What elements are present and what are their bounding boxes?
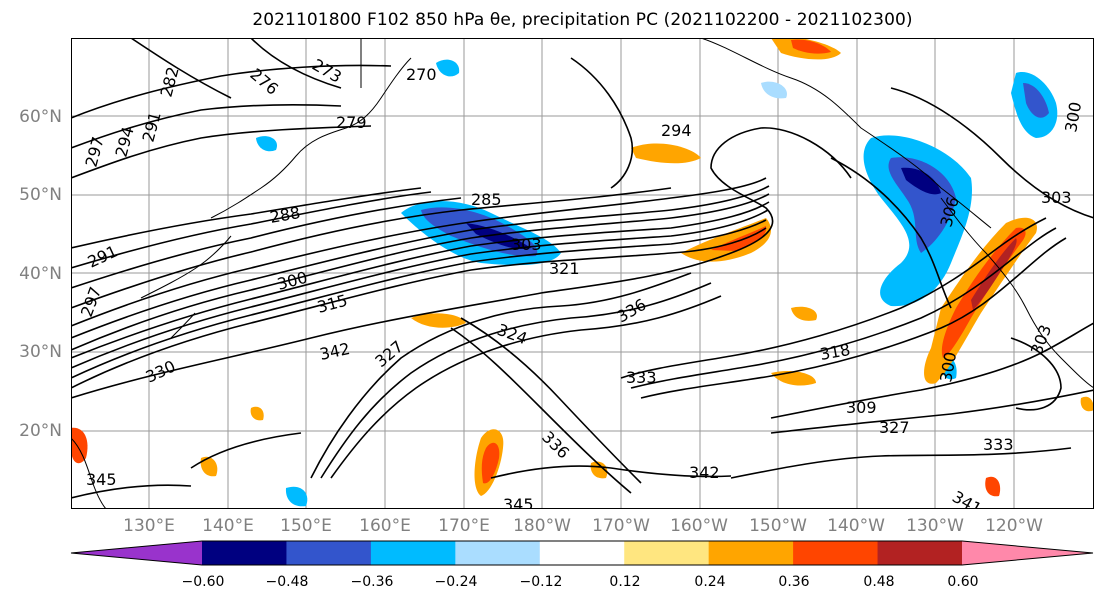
- colorbar-segment: [455, 541, 541, 565]
- colorbar-tick-label: 0.48: [863, 574, 895, 590]
- map-panel: 282 276 273 270 279 294 297 294 291 285 …: [71, 38, 1094, 509]
- contour-label: 288: [268, 203, 301, 227]
- contour-label: 342: [689, 463, 720, 482]
- colorbar-tick-label: 0.24: [694, 574, 726, 590]
- graticule: [71, 38, 1094, 509]
- contour-label: 303: [511, 235, 542, 254]
- contour-label: 345: [86, 470, 117, 489]
- contour-label: 309: [846, 398, 877, 417]
- colorbar-tick-label: 0.36: [778, 574, 810, 590]
- colorbar-segment: [202, 541, 288, 565]
- colorbar-segment: [793, 541, 879, 565]
- contour-label: 327: [371, 337, 407, 371]
- colorbar-tick-label: −0.24: [434, 574, 478, 590]
- lon-label: 170°W: [592, 516, 650, 536]
- contour-label: 315: [315, 291, 349, 317]
- contour-label: 333: [983, 435, 1014, 454]
- lon-label: 140°E: [202, 516, 254, 536]
- colorbar-tick-label: −0.48: [265, 574, 309, 590]
- colorbar-tick-label: −0.60: [181, 574, 225, 590]
- lon-label: 120°W: [985, 516, 1043, 536]
- lat-label: 60°N: [19, 107, 62, 127]
- colorbar-tick-label: 0.60: [947, 574, 979, 590]
- lon-label: 130°E: [123, 516, 175, 536]
- contour-label: 336: [538, 427, 573, 462]
- lon-label: 150°E: [280, 516, 332, 536]
- contour-label: 282: [157, 65, 183, 99]
- colorbar-extend-high: [962, 541, 1093, 565]
- lon-label: 150°W: [749, 516, 807, 536]
- contour-label: 341: [949, 487, 985, 509]
- contour-label: 285: [471, 190, 502, 209]
- lon-label: 130°W: [906, 516, 964, 536]
- contour-label: 330: [143, 356, 179, 386]
- contour-label: 294: [112, 125, 138, 159]
- contour-label: 279: [336, 113, 367, 132]
- theta-e-contours: [71, 38, 1094, 499]
- contour-label: 303: [1041, 188, 1072, 207]
- contour-label: 273: [309, 55, 345, 87]
- colorbar-tick-label: −0.36: [350, 574, 394, 590]
- colorbar-segment: [539, 541, 625, 565]
- lat-label: 20°N: [19, 421, 62, 441]
- contour-label: 342: [318, 339, 352, 364]
- positive-anomaly-shading: [71, 38, 1094, 497]
- lon-label: 180°W: [513, 516, 571, 536]
- colorbar-tick-label: −0.12: [519, 574, 563, 590]
- contour-label: 297: [82, 135, 108, 169]
- lon-label: 140°W: [827, 516, 885, 536]
- lat-label: 40°N: [19, 264, 62, 284]
- lon-label: 170°E: [438, 516, 490, 536]
- contour-label: 294: [661, 121, 692, 140]
- colorbar-extend-low: [71, 541, 202, 565]
- contour-label: 291: [139, 110, 165, 144]
- contour-label: 321: [549, 259, 580, 278]
- contour-label: 345: [503, 495, 534, 509]
- contour-label: 333: [626, 368, 657, 387]
- colorbar-segment: [877, 541, 963, 565]
- colorbar-tick-label: 0.12: [609, 574, 641, 590]
- contour-label: 270: [406, 65, 437, 84]
- colorbar-segment: [286, 541, 372, 565]
- contour-label: 318: [818, 340, 851, 364]
- coastlines: [71, 38, 1094, 509]
- contour-label: 300: [275, 268, 309, 294]
- colorbar: [70, 540, 1094, 566]
- map-canvas: 282 276 273 270 279 294 297 294 291 285 …: [71, 38, 1094, 509]
- lon-label: 160°E: [359, 516, 411, 536]
- contour-label: 291: [85, 241, 121, 271]
- colorbar-segment: [370, 541, 456, 565]
- colorbar-segment: [708, 541, 794, 565]
- contour-label: 300: [936, 350, 960, 383]
- lat-label: 50°N: [19, 185, 62, 205]
- contour-label: 327: [879, 418, 910, 437]
- lat-label: 30°N: [19, 342, 62, 362]
- negative-anomaly-shading: [256, 59, 1058, 507]
- lon-label: 160°W: [670, 516, 728, 536]
- colorbar-segment: [624, 541, 710, 565]
- map-title: 2021101800 F102 850 hPa θe, precipitatio…: [252, 10, 913, 30]
- contour-label: 300: [1061, 100, 1085, 133]
